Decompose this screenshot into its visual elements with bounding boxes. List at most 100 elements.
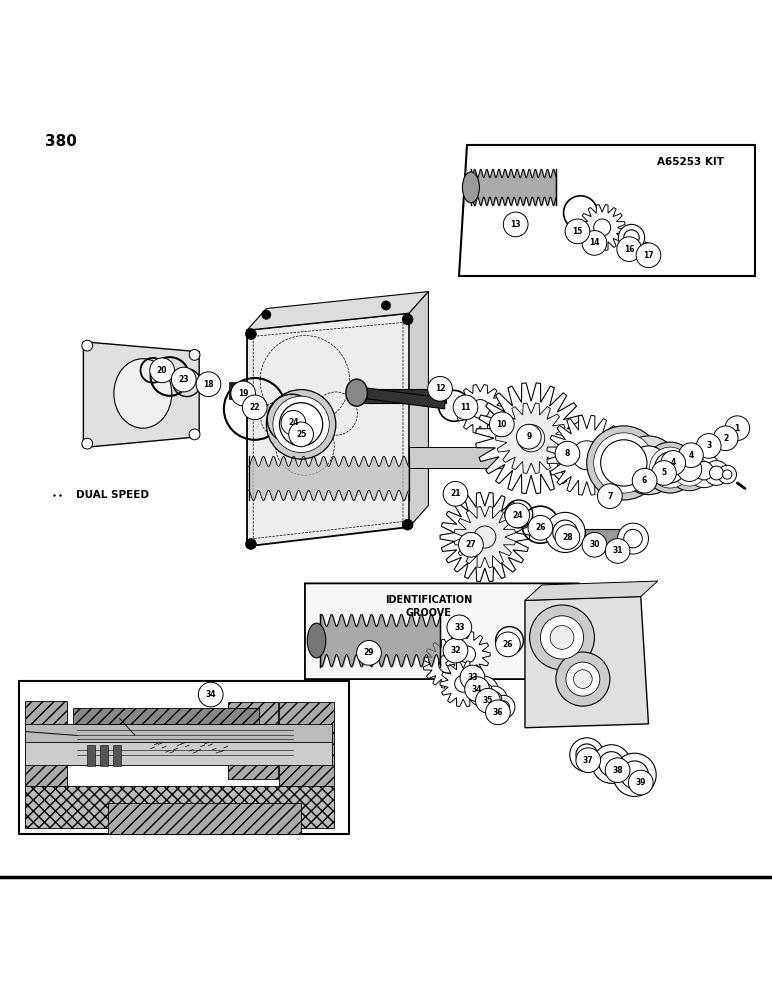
Bar	[25, 786, 334, 828]
Circle shape	[605, 758, 630, 783]
Circle shape	[474, 682, 493, 701]
Bar	[73, 738, 259, 762]
Text: 30: 30	[589, 540, 600, 549]
Text: 38: 38	[612, 766, 623, 775]
Circle shape	[517, 425, 545, 452]
Circle shape	[636, 243, 661, 268]
Circle shape	[576, 744, 598, 766]
Polygon shape	[361, 387, 445, 409]
Text: 9: 9	[527, 432, 531, 441]
Circle shape	[245, 329, 256, 339]
Circle shape	[601, 440, 647, 486]
Circle shape	[528, 515, 553, 540]
Bar	[19, 681, 349, 834]
Circle shape	[617, 237, 642, 261]
Text: 36: 36	[493, 708, 503, 717]
Ellipse shape	[346, 379, 367, 406]
Polygon shape	[496, 403, 567, 473]
Bar	[228, 702, 278, 779]
Circle shape	[668, 448, 711, 491]
Polygon shape	[214, 718, 257, 761]
Circle shape	[553, 520, 577, 545]
Text: 16: 16	[624, 245, 635, 254]
Circle shape	[618, 523, 648, 554]
Circle shape	[628, 770, 653, 795]
Circle shape	[492, 695, 515, 718]
Circle shape	[443, 481, 468, 506]
Text: 24: 24	[512, 511, 523, 520]
Text: 21: 21	[450, 489, 461, 498]
Text: 39: 39	[635, 778, 646, 787]
Bar	[25, 701, 67, 786]
Polygon shape	[423, 639, 472, 688]
Polygon shape	[305, 583, 598, 679]
Circle shape	[540, 616, 584, 659]
Polygon shape	[444, 632, 490, 677]
Circle shape	[273, 396, 329, 453]
Circle shape	[82, 438, 93, 449]
Text: 23: 23	[178, 375, 189, 384]
Text: 6: 6	[642, 476, 647, 485]
Circle shape	[468, 520, 502, 554]
Circle shape	[599, 752, 624, 776]
Circle shape	[198, 682, 223, 707]
Bar	[229, 382, 242, 399]
Text: 34: 34	[205, 690, 216, 699]
Circle shape	[438, 654, 457, 673]
Circle shape	[428, 376, 452, 401]
Circle shape	[459, 646, 476, 663]
Circle shape	[465, 677, 489, 701]
Polygon shape	[409, 292, 428, 527]
Circle shape	[592, 745, 631, 783]
Circle shape	[696, 434, 721, 458]
Circle shape	[695, 461, 713, 480]
Text: DUAL SPEED: DUAL SPEED	[76, 490, 149, 500]
Text: 22: 22	[249, 403, 260, 412]
Bar	[25, 724, 332, 742]
Circle shape	[505, 503, 530, 528]
Circle shape	[150, 358, 174, 383]
Circle shape	[171, 367, 196, 392]
Text: 13: 13	[510, 220, 521, 229]
Text: 20: 20	[157, 366, 168, 375]
Circle shape	[679, 443, 703, 468]
Bar	[73, 708, 259, 732]
Circle shape	[661, 451, 686, 475]
Circle shape	[481, 686, 507, 712]
Bar	[108, 803, 301, 834]
Circle shape	[624, 230, 639, 245]
Circle shape	[189, 429, 200, 440]
Circle shape	[269, 733, 283, 746]
Polygon shape	[257, 720, 296, 758]
Circle shape	[565, 219, 590, 244]
Text: 14: 14	[589, 238, 600, 247]
Circle shape	[556, 652, 610, 706]
Text: 28: 28	[562, 533, 573, 542]
Circle shape	[613, 753, 656, 796]
Text: 25: 25	[296, 430, 306, 439]
Circle shape	[242, 395, 267, 420]
Bar	[409, 447, 633, 468]
Circle shape	[231, 381, 256, 406]
Text: 15: 15	[572, 227, 583, 236]
Circle shape	[713, 426, 738, 451]
Bar	[361, 389, 446, 403]
Circle shape	[574, 670, 592, 688]
Circle shape	[289, 422, 313, 447]
Bar	[100, 745, 108, 766]
Polygon shape	[525, 596, 648, 728]
Text: 29: 29	[364, 648, 374, 657]
Text: A65253 KIT: A65253 KIT	[657, 157, 724, 167]
Circle shape	[545, 512, 585, 552]
Circle shape	[497, 701, 510, 713]
Circle shape	[196, 372, 221, 397]
Circle shape	[550, 626, 574, 649]
Circle shape	[468, 676, 499, 707]
Circle shape	[245, 539, 256, 549]
Polygon shape	[454, 506, 516, 568]
Circle shape	[652, 461, 676, 485]
Circle shape	[594, 219, 611, 236]
Circle shape	[453, 395, 478, 420]
Polygon shape	[579, 205, 625, 250]
Circle shape	[381, 301, 391, 310]
